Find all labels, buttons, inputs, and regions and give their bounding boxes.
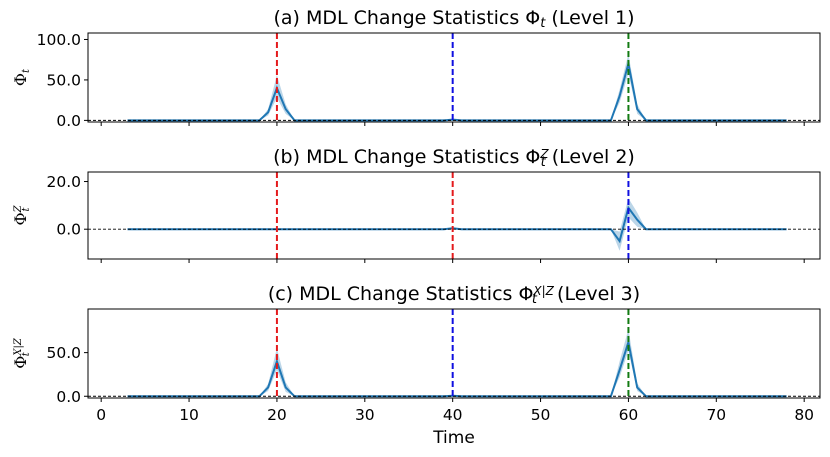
panel-b-title-sup: Z — [539, 147, 549, 161]
panel-c-title-sub: t — [532, 292, 538, 307]
panel-b-frame — [87, 171, 821, 260]
xtick-label: 60 — [619, 406, 639, 424]
panel-c-mean-line — [127, 341, 787, 398]
panel-c-ylabel-sup: X|Z — [13, 337, 24, 356]
xtick-label: 20 — [267, 406, 287, 424]
panel-b-mean-line — [127, 205, 787, 244]
panel-c-title-text: (c) MDL Change Statistics Φ — [268, 283, 534, 305]
xtick-label: 40 — [443, 406, 463, 424]
panel-c-ylabel-sub: t — [21, 351, 32, 356]
panel-c-title-suffix: (Level 3) — [551, 283, 640, 305]
panel-b-ytick-label: 20.0 — [46, 173, 81, 191]
xtick-label: 50 — [531, 406, 551, 424]
xtick-label: 30 — [355, 406, 375, 424]
panel-a: (a) MDL Change Statistics Φt (Level 1) Φ… — [11, 7, 821, 130]
panel-a-ytick-label: 50.0 — [46, 71, 81, 89]
panel-b: (b) MDL Change Statistics ΦZ t (Level 2) … — [11, 146, 821, 263]
xtick-label: 0 — [96, 406, 106, 424]
panel-a-frame — [87, 32, 821, 123]
panel-b-confidence-band — [127, 198, 787, 251]
x-axis-label: Time — [432, 428, 475, 448]
panel-c-ylabel: ΦX|Zt — [11, 337, 32, 369]
panel-c: (c) MDL Change Statistics ΦX|Z t (Level 3… — [11, 283, 821, 424]
panel-a-title-text: (a) MDL Change Statistics Φ — [273, 7, 540, 29]
panel-a-ylabel-sub: t — [21, 68, 32, 73]
panel-a-mean-line — [127, 63, 787, 122]
panel-b-title-text: (b) MDL Change Statistics Φ — [273, 146, 540, 168]
panel-c-frame — [87, 308, 821, 399]
xtick-label: 80 — [794, 406, 814, 424]
panel-b-title-sub: t — [541, 155, 547, 170]
panel-a-ylabel: Φt — [11, 68, 32, 86]
panel-b-ytick-label: 0.0 — [56, 221, 81, 239]
panel-a-title: (a) MDL Change Statistics Φt (Level 1) — [273, 7, 634, 31]
panel-b-ylabel-sup: Z — [13, 204, 24, 213]
panel-a-ytick-label: 0.0 — [56, 112, 81, 130]
panel-c-title: (c) MDL Change Statistics ΦX|Z t (Level 3… — [268, 283, 640, 307]
panel-b-title-suffix: (Level 2) — [546, 146, 635, 168]
panel-b-ylabel-sub: t — [21, 206, 32, 211]
panel-a-confidence-band — [127, 54, 787, 121]
xtick-label: 10 — [179, 406, 199, 424]
panel-c-title-sup: X|Z — [532, 284, 554, 298]
panel-b-ylabel: ΦZt — [11, 204, 32, 225]
panel-a-title-sub: t — [540, 16, 546, 31]
panel-c-ylabel-symbol: Φ — [11, 356, 30, 369]
panel-b-ylabel-symbol: Φ — [11, 212, 30, 225]
xtick-label: 70 — [706, 406, 726, 424]
panel-c-ytick-label: 0.0 — [56, 388, 81, 406]
panel-a-title-suffix: (Level 1) — [545, 7, 634, 29]
panel-a-ytick-label: 100.0 — [37, 31, 81, 49]
panel-c-confidence-band — [127, 329, 787, 397]
panel-b-title: (b) MDL Change Statistics ΦZ t (Level 2) — [273, 146, 635, 170]
panel-c-ytick-label: 50.0 — [46, 344, 81, 362]
panel-a-ylabel-symbol: Φ — [11, 73, 30, 86]
